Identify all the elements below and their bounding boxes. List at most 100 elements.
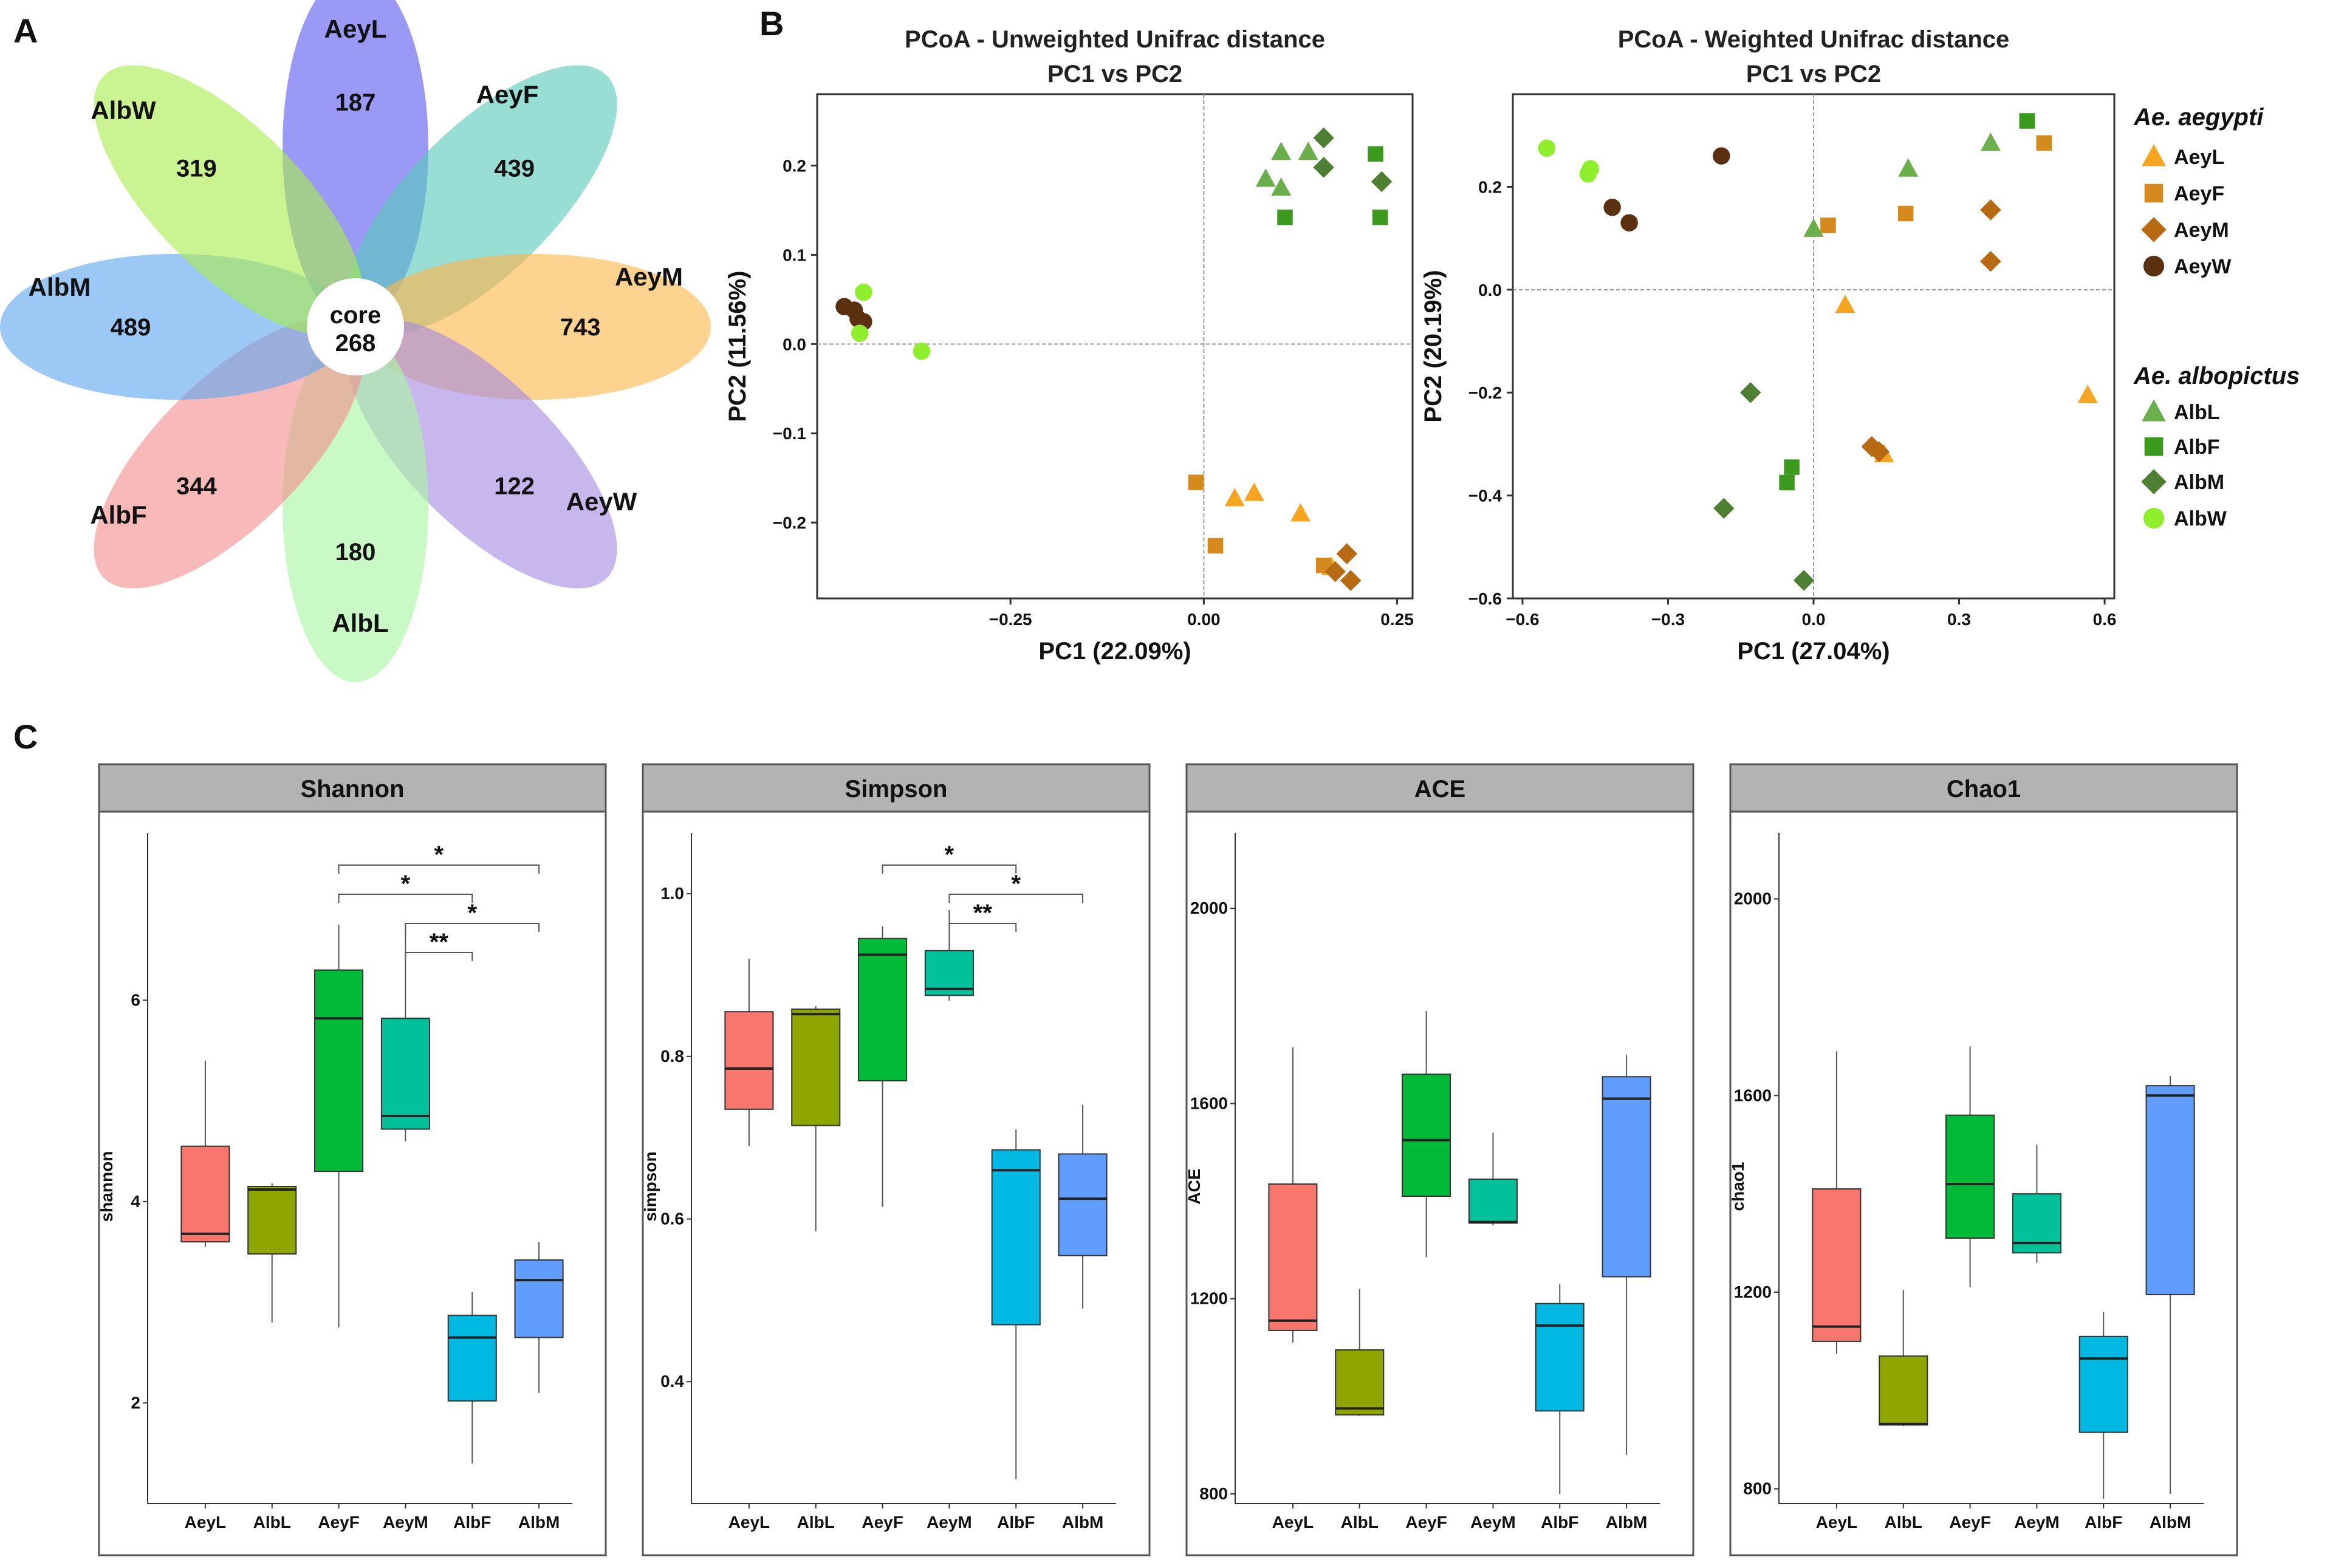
panel-label-a: A — [13, 12, 38, 50]
y-tick-label: 0.2 — [783, 157, 806, 176]
plot-subtitle: PC1 vs PC2 — [1746, 61, 1881, 87]
x-tick-label: 0.6 — [2093, 610, 2117, 629]
significance-label: * — [945, 841, 954, 868]
venn-count-aeyf: 439 — [494, 155, 535, 182]
y-tick-label: −0.2 — [773, 513, 806, 532]
point-albw — [913, 342, 931, 360]
point-albl — [1271, 177, 1292, 196]
point-albf — [1372, 209, 1388, 225]
pcoa-unweighted-plot: PCoA - Unweighted Unifrac distance PC1 vs… — [724, 26, 1414, 665]
venn-label-albf: AlbF — [90, 501, 146, 529]
point-albm — [1371, 171, 1393, 193]
box-albm — [1602, 1076, 1651, 1278]
x-tick-label: 0.25 — [1380, 610, 1414, 629]
facet-strip — [1185, 763, 1694, 813]
point-albl — [1803, 218, 1824, 237]
y-tick-label: 2000 — [1190, 899, 1228, 917]
significance-bracket — [948, 894, 1084, 903]
box-albl — [247, 1186, 297, 1255]
venn-core-circle — [307, 278, 404, 375]
y-tick-label: 0.1 — [783, 245, 806, 264]
point-albl — [1898, 158, 1919, 177]
facet-strip — [642, 763, 1151, 813]
x-tick-label: AlbF — [1541, 1513, 1578, 1532]
point-aeym — [1324, 561, 1346, 583]
box-aeym — [1468, 1178, 1518, 1224]
venn-label-aeyf: AeyF — [476, 80, 539, 109]
x-tick-label: 0.3 — [1947, 610, 1971, 629]
plot-subtitle: PC1 vs PC2 — [1047, 61, 1182, 87]
venn-count-aeym: 743 — [560, 314, 601, 341]
venn-label-aeym: AeyM — [615, 262, 683, 291]
venn-count-albw: 319 — [176, 155, 217, 182]
point-albf — [2019, 113, 2035, 129]
legend-title-albopictus: Ae. albopictus — [2133, 363, 2300, 389]
y-tick-label: 0.4 — [660, 1372, 684, 1391]
venn-petal-albf — [94, 318, 364, 589]
x-tick-label: AlbM — [1062, 1513, 1103, 1532]
facet-strip — [1729, 763, 2238, 813]
point-aeyf — [1188, 474, 1204, 490]
point-aeym — [1980, 251, 2001, 272]
facet-strip-label: Chao1 — [1947, 776, 2021, 803]
venn-diagram: 187 AeyL 439 AeyF 743 AeyM 122 AeyW 180 AlbL 344 Al… — [0, 0, 711, 682]
legend-marker-aeyl — [2142, 144, 2166, 166]
point-aeyl — [1835, 294, 1855, 313]
legend-label-albl: AlbL — [2174, 401, 2220, 424]
significance-bracket — [338, 864, 540, 874]
y-tick-label: 800 — [1199, 1484, 1228, 1503]
venn-label-albw: AlbW — [91, 96, 156, 125]
x-tick-label: AeyM — [1470, 1513, 1516, 1532]
legend-label-aeyw: AeyW — [2174, 255, 2232, 278]
y-tick-label: 1200 — [1734, 1282, 1772, 1301]
x-tick-label: AeyM — [383, 1513, 428, 1532]
x-tick-label: AeyF — [862, 1513, 903, 1532]
x-axis-title: PC1 (27.04%) — [1737, 638, 1890, 665]
point-aeyl — [1224, 488, 1245, 507]
point-aeyf — [2036, 135, 2052, 151]
pcoa-legend: Ae. aegypti Ae. albopictus AeyL AeyF AeyM A… — [2133, 104, 2300, 530]
panel-label-c: C — [13, 717, 38, 756]
significance-bracket — [405, 952, 473, 961]
x-tick-label: AeyF — [1949, 1513, 1990, 1532]
y-tick-label: 800 — [1743, 1479, 1772, 1498]
y-tick-label: 0.0 — [783, 335, 806, 354]
point-albf — [1277, 209, 1293, 225]
box-aeyl — [724, 1011, 774, 1110]
venn-petal-aeyf — [347, 65, 617, 335]
y-axis-title: ACE — [1185, 1168, 1204, 1204]
point-albm — [1313, 127, 1334, 149]
ace-boxplot: ACE 800 1200 1600 2000 ACE AeyL AlbL AeyF AeyM Alb… — [1185, 763, 1694, 1556]
x-tick-label: AeyF — [1405, 1513, 1447, 1532]
venn-label-albm: AlbM — [29, 273, 91, 301]
point-albf — [1784, 459, 1800, 475]
x-tick-label: AlbF — [453, 1513, 491, 1532]
point-albm — [1313, 157, 1334, 178]
y-tick-label: 1600 — [1734, 1086, 1772, 1104]
box-albf — [2078, 1335, 2128, 1433]
plot-title: PCoA - Weighted Unifrac distance — [1618, 26, 2010, 53]
facet-strip — [98, 763, 607, 813]
point-albm — [1713, 498, 1735, 519]
box-albf — [447, 1315, 497, 1402]
box-aeyf — [1402, 1073, 1451, 1197]
point-aeyw — [1713, 147, 1730, 165]
pcoa-weighted-plot: PCoA - Weighted Unifrac distance PC1 vs P… — [1420, 26, 2117, 665]
significance-label: * — [401, 871, 411, 897]
point-albl — [1298, 142, 1318, 160]
y-tick-label: 1600 — [1190, 1094, 1228, 1112]
significance-bracket — [948, 923, 1017, 932]
x-tick-label: AlbM — [2150, 1513, 2191, 1532]
venn-petal-aeyw — [347, 318, 617, 589]
box-albl — [1879, 1355, 1928, 1426]
point-albm — [1739, 382, 1761, 403]
box-albm — [514, 1259, 564, 1338]
x-tick-label: AeyM — [2014, 1513, 2060, 1532]
x-tick-label: AlbL — [253, 1513, 291, 1532]
point-albw — [851, 324, 869, 342]
y-tick-label: −0.2 — [1468, 383, 1502, 402]
significance-bracket — [405, 923, 540, 932]
legend-marker-aeym — [2141, 217, 2167, 242]
box-aeyl — [180, 1145, 230, 1243]
